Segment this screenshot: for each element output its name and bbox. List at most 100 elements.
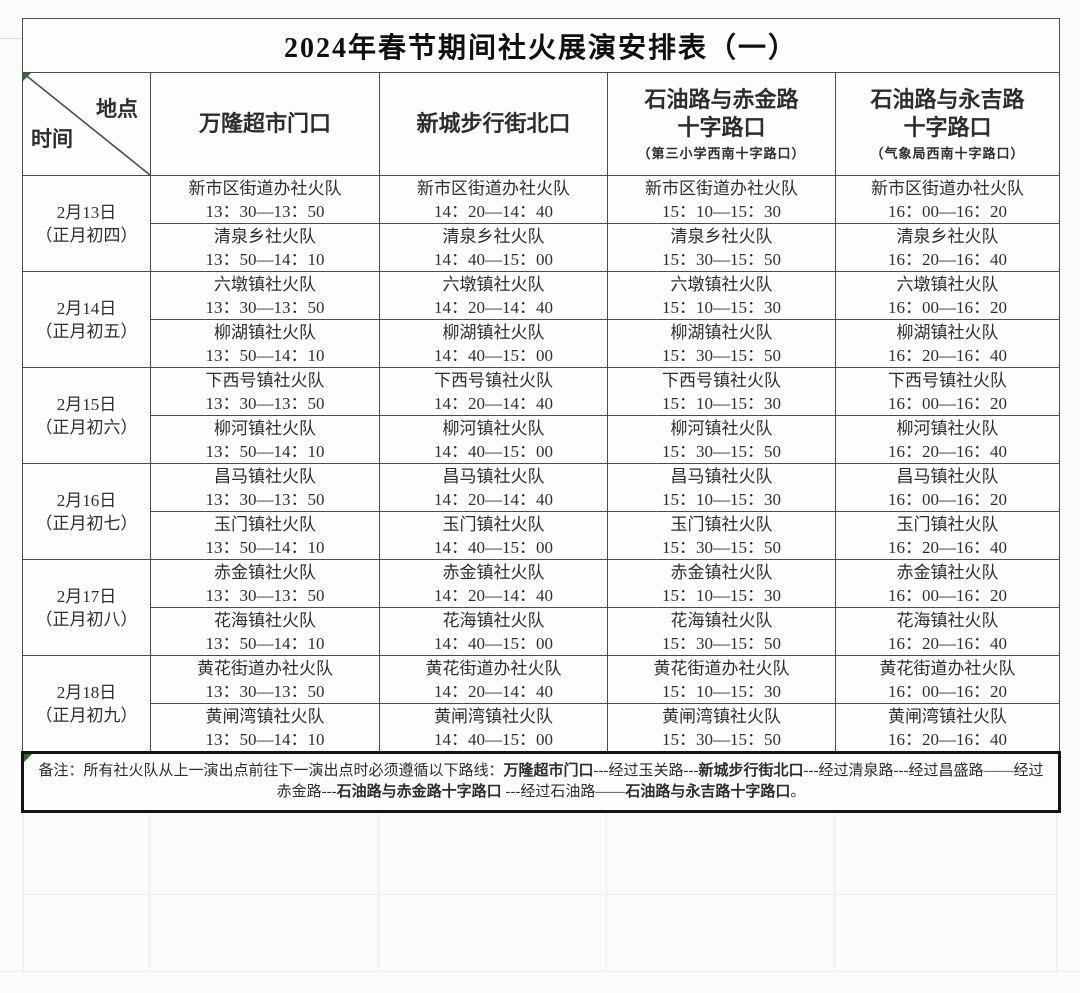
schedule-row: 2月14日 （正月初五） 六墩镇社火队 13：30—13：50 六墩镇社火队 14：20—… xyxy=(22,271,1061,368)
performance-time: 13：30—13：50 xyxy=(205,585,325,605)
team-name: 新市区街道办社火队 xyxy=(417,178,570,198)
performance-time: 14：20—14：40 xyxy=(434,201,553,221)
shehuo-schedule-table: 2024年春节期间社火展演安排表（一） 地点 时间 万隆超市门口 新城步行街北口石… xyxy=(20,18,1062,813)
schedule-row: 柳湖镇社火队 13：50—14：10 柳湖镇社火队 14：40—15：00 柳湖镇社火队… xyxy=(23,319,1061,368)
performance-cell: 柳湖镇社火队 13：50—14：10 xyxy=(150,319,380,368)
performance-cell: 黄闸湾镇社火队 15：30—15：50 xyxy=(607,703,836,753)
team-name: 黄闸湾镇社火队 xyxy=(434,706,553,726)
team-name: 下西号镇社火队 xyxy=(434,370,553,390)
page-title: 2024年春节期间社火展演安排表（一） xyxy=(21,18,1061,73)
team-name: 昌马镇社火队 xyxy=(214,466,316,486)
lunar-date-label: （正月初五） xyxy=(35,321,138,341)
schedule-row: 2月15日 （正月初六） 下西号镇社火队 13：30—13：50 下西号镇社火队 14：2… xyxy=(22,367,1061,464)
performance-cell: 六墩镇社火队 16：00—16：20 xyxy=(834,271,1061,320)
performance-time: 13：50—14：10 xyxy=(205,537,325,557)
team-name: 赤金镇社火队 xyxy=(670,562,773,582)
header-location-4: 石油路与永吉路 十字路口 （气象局西南十字路口） xyxy=(834,72,1061,176)
date-label: 2月13日 xyxy=(56,202,117,222)
team-name: 清泉乡社火队 xyxy=(442,226,545,246)
performance-time: 15：10—15：30 xyxy=(662,585,781,605)
performance-cell: 花海镇社火队 14：40—15：00 xyxy=(379,607,608,656)
performance-time: 14：20—14：40 xyxy=(434,681,553,701)
corner-label-location: 地点 xyxy=(96,97,138,121)
performance-cell: 赤金镇社火队 14：20—14：40 xyxy=(379,559,608,608)
performance-time: 16：20—16：40 xyxy=(888,729,1007,749)
performance-time: 16：20—16：40 xyxy=(888,249,1007,269)
date-label: 2月15日 xyxy=(56,394,117,414)
performance-cell: 黄花街道办社火队 14：20—14：40 xyxy=(379,655,608,704)
team-name: 下西号镇社火队 xyxy=(205,370,325,390)
performance-cell: 赤金镇社火队 15：10—15：30 xyxy=(607,559,836,608)
performance-time: 16：00—16：20 xyxy=(888,201,1007,221)
date-label: 2月17日 xyxy=(56,586,117,606)
performance-cell: 赤金镇社火队 16：00—16：20 xyxy=(834,559,1061,608)
note: 备注：所有社火队从上一演出点前往下一演出点时必须遵循以下路线：万隆超市门口---… xyxy=(20,751,1062,813)
team-name: 柳河镇社火队 xyxy=(442,418,545,438)
performance-time: 13：50—14：10 xyxy=(205,729,325,749)
team-name: 六墩镇社火队 xyxy=(214,274,316,294)
performance-cell: 清泉乡社火队 16：20—16：40 xyxy=(834,223,1061,272)
performance-time: 14：40—15：00 xyxy=(434,441,553,461)
performance-cell: 花海镇社火队 15：30—15：50 xyxy=(607,607,836,656)
performance-time: 14：40—15：00 xyxy=(434,537,553,557)
performance-cell: 下西号镇社火队 15：10—15：30 xyxy=(607,367,836,416)
performance-cell: 柳河镇社火队 13：50—14：10 xyxy=(150,415,380,464)
performance-time: 14：20—14：40 xyxy=(434,393,553,413)
note-text: 备注：所有社火队从上一演出点前往下一演出点时必须遵循以下路线：万隆超市门口---… xyxy=(39,763,1044,800)
team-name: 柳湖镇社火队 xyxy=(670,322,773,342)
performance-cell: 柳湖镇社火队 15：30—15：50 xyxy=(607,319,836,368)
performance-cell: 昌马镇社火队 16：00—16：20 xyxy=(834,463,1061,512)
performance-cell: 花海镇社火队 13：50—14：10 xyxy=(150,607,380,656)
team-name: 黄闸湾镇社火队 xyxy=(662,706,781,726)
schedule-row: 2月13日 （正月初四） 新市区街道办社火队 13：30—13：50 新市区街道办社火队… xyxy=(22,175,1061,272)
team-name: 黄花街道办社火队 xyxy=(425,658,562,678)
team-name: 新市区街道办社火队 xyxy=(871,178,1024,198)
note-route-point: 石油路与赤金路十字路口 xyxy=(336,784,502,800)
team-name: 昌马镇社火队 xyxy=(896,466,999,486)
performance-time: 15：10—15：30 xyxy=(662,681,781,701)
note-segment: ---经过石油路—— xyxy=(501,784,626,800)
team-name: 花海镇社火队 xyxy=(442,610,545,630)
performance-time: 16：20—16：40 xyxy=(888,537,1007,557)
team-name: 黄花街道办社火队 xyxy=(879,658,1016,678)
team-name: 赤金镇社火队 xyxy=(896,562,999,582)
performance-time: 15：30—15：50 xyxy=(662,441,781,461)
performance-time: 16：00—16：20 xyxy=(888,297,1007,317)
performance-cell: 新市区街道办社火队 15：10—15：30 xyxy=(607,175,836,224)
performance-cell: 黄闸湾镇社火队 14：40—15：00 xyxy=(379,703,608,753)
team-name: 新市区街道办社火队 xyxy=(188,178,342,198)
performance-cell: 下西号镇社火队 13：30—13：50 xyxy=(150,367,380,416)
cell-corner-marker xyxy=(25,755,32,762)
performance-time: 14：40—15：00 xyxy=(434,345,553,365)
team-name: 下西号镇社火队 xyxy=(888,370,1007,390)
performance-time: 16：00—16：20 xyxy=(888,393,1007,413)
team-name: 柳湖镇社火队 xyxy=(896,322,999,342)
performance-cell: 柳湖镇社火队 14：40—15：00 xyxy=(379,319,608,368)
schedule-row: 2月18日 （正月初九） 黄花街道办社火队 13：30—13：50 黄花街道办社火队 14… xyxy=(22,655,1061,753)
corner-cell: 地点 时间 xyxy=(22,72,151,176)
note-segment: ---经过玉关路--- xyxy=(593,763,699,779)
performance-time: 15：30—15：50 xyxy=(662,345,781,365)
team-name: 下西号镇社火队 xyxy=(662,370,781,390)
lunar-date-label: （正月初六） xyxy=(35,417,138,437)
performance-time: 13：30—13：50 xyxy=(205,681,325,701)
performance-time: 16：00—16：20 xyxy=(888,681,1007,701)
note-segment: ---经过清泉路---经过昌盛路——经过赤金路--- xyxy=(276,763,1044,800)
team-name: 柳河镇社火队 xyxy=(896,418,999,438)
performance-time: 13：30—13：50 xyxy=(205,297,325,317)
note-segment: 。 xyxy=(790,784,806,800)
performance-cell: 清泉乡社火队 13：50—14：10 xyxy=(150,223,380,272)
performance-cell: 玉门镇社火队 13：50—14：10 xyxy=(150,511,380,560)
performance-time: 15：10—15：30 xyxy=(662,489,781,509)
performance-cell: 昌马镇社火队 13：30—13：50 xyxy=(150,463,380,512)
performance-cell: 赤金镇社火队 13：30—13：50 xyxy=(150,559,380,608)
team-name: 清泉乡社火队 xyxy=(214,226,316,246)
faint-gridline xyxy=(21,894,1058,895)
team-name: 柳湖镇社火队 xyxy=(442,322,545,342)
performance-cell: 新市区街道办社火队 14：20—14：40 xyxy=(379,175,608,224)
team-name: 昌马镇社火队 xyxy=(670,466,773,486)
performance-cell: 黄花街道办社火队 16：00—16：20 xyxy=(834,655,1061,704)
location-name: 万隆超市门口 xyxy=(198,111,331,136)
performance-cell: 新市区街道办社火队 16：00—16：20 xyxy=(834,175,1061,224)
date-cell: 2月15日 （正月初六） xyxy=(22,367,151,464)
